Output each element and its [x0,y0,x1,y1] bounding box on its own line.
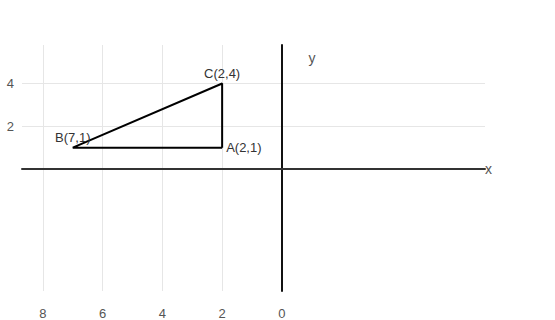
svg-text:B(7,1): B(7,1) [55,130,90,145]
svg-text:8: 8 [39,306,46,320]
svg-text:2: 2 [7,119,14,134]
svg-text:A(2,1): A(2,1) [226,140,261,155]
svg-text:2: 2 [219,306,226,320]
svg-text:C(2,4): C(2,4) [204,66,240,81]
svg-text:y: y [308,50,315,66]
svg-text:4: 4 [7,76,14,91]
svg-text:0: 0 [278,306,285,320]
svg-text:4: 4 [159,306,166,320]
svg-text:x: x [485,161,492,177]
svg-text:6: 6 [99,306,106,320]
